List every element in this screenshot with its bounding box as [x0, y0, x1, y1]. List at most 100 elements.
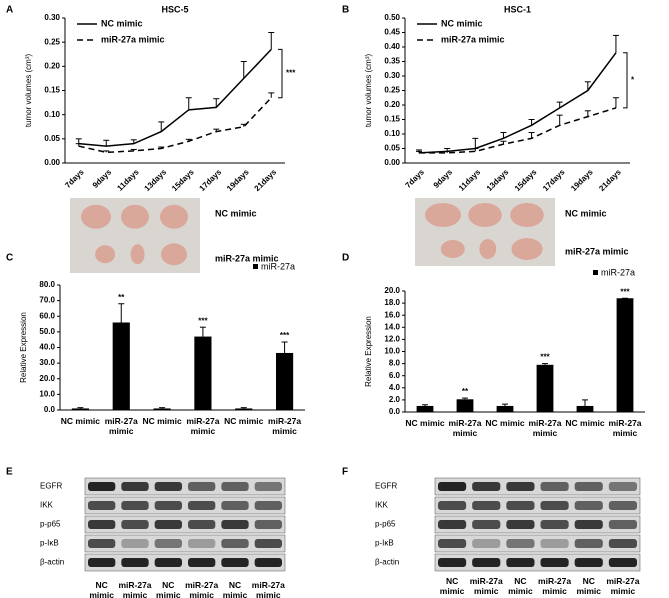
blot-band: [254, 482, 282, 491]
blot-band: [574, 482, 603, 491]
series-line: [419, 52, 617, 154]
blot-band: [188, 520, 216, 529]
blot-band: [540, 482, 569, 491]
blot-lane-label: NC mimic: [89, 580, 114, 598]
y-axis-label: tumor volumes (cm³): [364, 53, 373, 127]
blot-band: [188, 539, 216, 548]
blot-band: [608, 482, 637, 491]
photo-label: miR-27a mimic: [565, 246, 629, 256]
significance-label: **: [118, 293, 125, 302]
x-tick-label: miR-27a mimic: [268, 416, 302, 436]
blot-band: [438, 539, 467, 548]
bar: [576, 405, 594, 412]
legend-label: miR-27a: [261, 261, 295, 271]
blot-band: [221, 539, 249, 548]
y-tick-label: 80.0: [39, 280, 55, 289]
blot-lane-label: miR-27a mimic: [251, 580, 285, 598]
legend-label: NC mimic: [101, 18, 143, 28]
x-tick-label: 13days: [143, 167, 169, 193]
legend-swatch: [593, 270, 598, 275]
blot-band: [540, 501, 569, 510]
chart-title: HSC-1: [504, 4, 531, 14]
blot-band: [472, 482, 501, 491]
x-tick-label: 15days: [513, 167, 539, 193]
blot-row-label: p-IκB: [375, 539, 394, 548]
blot-row-label: β-actin: [40, 558, 64, 567]
y-tick-label: 0.00: [44, 158, 60, 167]
blot-band: [188, 482, 216, 491]
panel-label: C: [6, 253, 13, 264]
photo-label: NC mimic: [565, 208, 607, 218]
y-tick-label: 0.25: [44, 37, 60, 46]
y-tick-label: 14.0: [384, 322, 400, 331]
x-tick-label: 7days: [404, 167, 427, 190]
blot-band: [188, 558, 216, 567]
tumor: [511, 238, 543, 260]
blot-row-label: p-p65: [40, 520, 61, 529]
blot-lane-label: NC mimic: [439, 576, 465, 596]
blot-band: [438, 482, 467, 491]
x-tick-label: 7days: [63, 167, 86, 190]
x-tick-label: 17days: [541, 167, 567, 193]
y-tick-label: 0.10: [44, 110, 60, 119]
y-tick-label: 0.20: [44, 61, 60, 70]
tumor: [160, 204, 188, 229]
blot-band: [221, 558, 249, 567]
y-tick-label: 0.10: [384, 129, 400, 138]
blot-band: [88, 539, 116, 548]
blot-band: [88, 482, 116, 491]
y-tick-label: 0.50: [384, 13, 400, 22]
y-tick-label: 0.05: [384, 144, 400, 153]
legend-label: miR-27a: [601, 267, 635, 277]
blot-band: [254, 558, 282, 567]
y-tick-label: 30.0: [39, 358, 55, 367]
blot-row-label: IKK: [40, 501, 54, 510]
bar: [416, 405, 434, 412]
blot-band: [121, 520, 149, 529]
x-tick-label: NC mimic: [224, 416, 264, 426]
x-tick-label: miR-27a mimic: [608, 418, 642, 438]
x-tick-label: 9days: [432, 167, 455, 190]
annotation: ***: [286, 69, 296, 78]
photo-label: NC mimic: [215, 208, 257, 218]
y-axis-label: Relative Expression: [364, 316, 373, 387]
blot-lane-label: miR-27a mimic: [185, 580, 219, 598]
significance-label: ***: [198, 316, 208, 325]
bar: [71, 408, 89, 410]
blot-band: [574, 501, 603, 510]
blot-lane-label: miR-27a mimic: [118, 580, 152, 598]
bar: [496, 405, 514, 412]
x-tick-label: 19days: [569, 167, 595, 193]
blot-band: [254, 501, 282, 510]
tumor: [95, 245, 116, 264]
blot-band: [188, 501, 216, 510]
bar: [616, 298, 634, 412]
y-tick-label: 20.0: [384, 286, 400, 295]
bar: [536, 364, 554, 412]
legend-label: miR-27a mimic: [441, 34, 505, 44]
blot-lane-label: miR-27a mimic: [469, 576, 503, 596]
x-tick-label: NC mimic: [142, 416, 182, 426]
blot-band: [121, 558, 149, 567]
bar: [112, 322, 130, 410]
blot-band: [121, 501, 149, 510]
significance-label: ***: [620, 287, 630, 296]
y-tick-label: 0.20: [384, 100, 400, 109]
blot-band: [472, 520, 501, 529]
blot-band: [88, 520, 116, 529]
x-tick-label: NC mimic: [405, 418, 445, 428]
y-tick-label: 6.0: [389, 371, 401, 380]
blot-band: [506, 558, 535, 567]
y-tick-label: 4.0: [389, 383, 401, 392]
x-tick-label: miR-27a mimic: [186, 416, 220, 436]
blot-band: [221, 482, 249, 491]
blot-lane-label: miR-27a mimic: [538, 576, 572, 596]
blot-band: [608, 558, 637, 567]
y-tick-label: 0.30: [384, 71, 400, 80]
blot-lane-label: miR-27a mimic: [606, 576, 640, 596]
x-tick-label: miR-27a mimic: [448, 418, 482, 438]
y-tick-label: 0.25: [384, 86, 400, 95]
series-line: [78, 48, 272, 147]
annotation: *: [631, 75, 635, 84]
